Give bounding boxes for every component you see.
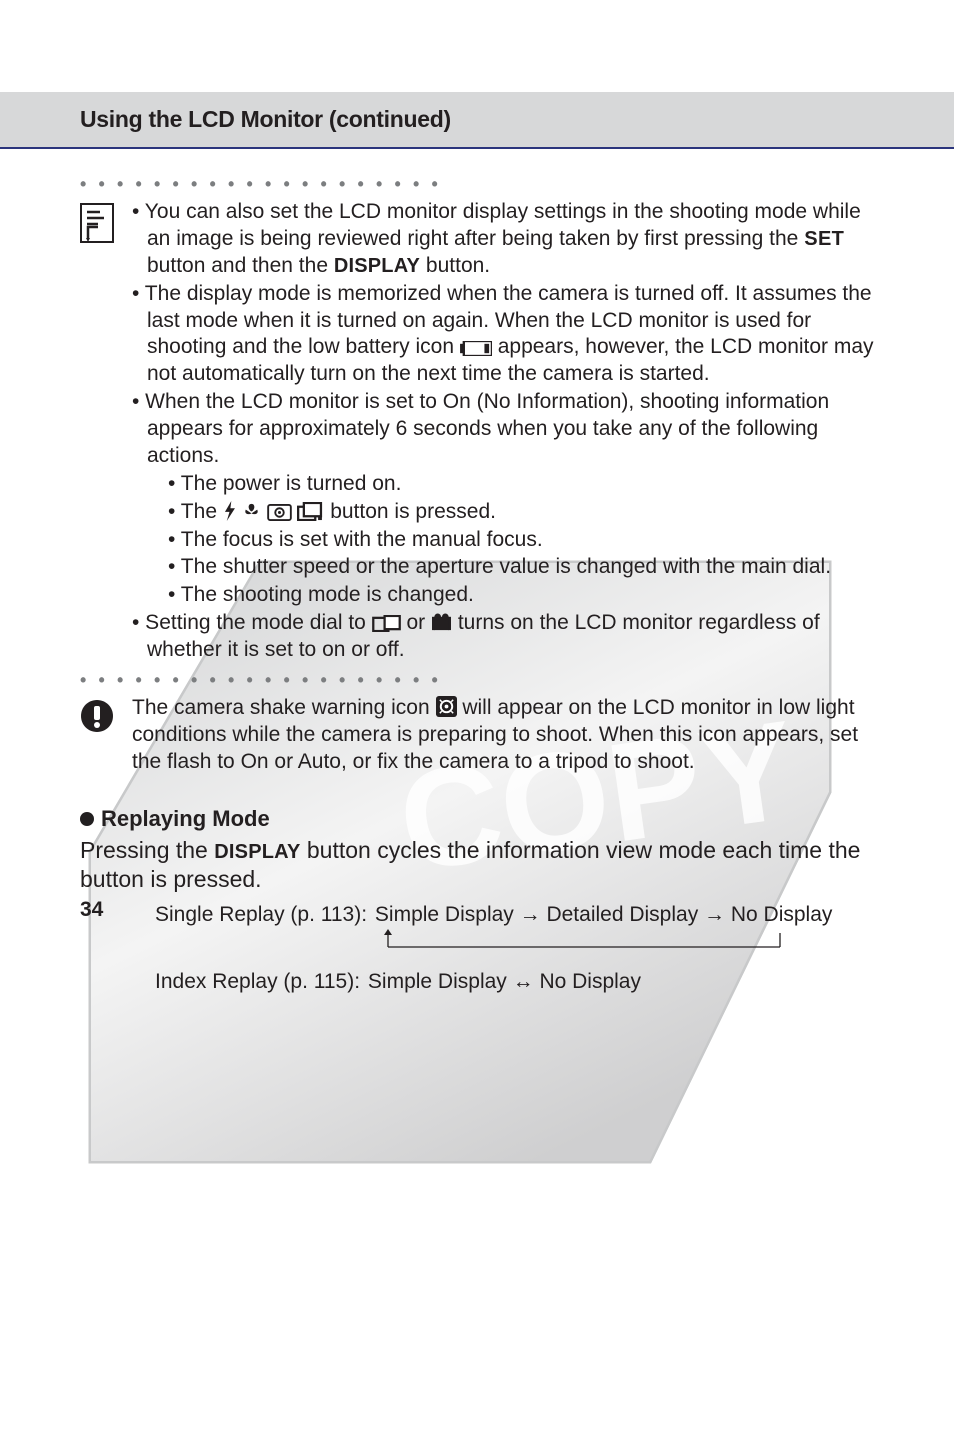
separator-dots: ••••••••••••••••••••: [80, 175, 954, 193]
note-sublist-item: • The focus is set with the manual focus…: [168, 527, 876, 554]
metering-icon: [267, 504, 292, 521]
macro-icon: [242, 502, 261, 521]
loop-arrow-icon: [380, 929, 788, 951]
separator-dots: ••••••••••••••••••••: [80, 671, 954, 689]
note-list-item: • When the LCD monitor is set to On (No …: [132, 389, 876, 470]
index-replay-cycle: Simple Display ↔ No Display: [368, 970, 641, 993]
low-battery-icon: [460, 341, 492, 356]
note-sublist-item: • The power is turned on.: [168, 471, 876, 498]
set-label: SET: [804, 228, 844, 250]
index-replay-line: Index Replay (p. 115): Simple Display ↔ …: [155, 970, 874, 994]
note-list-item: • The display mode is memorized when the…: [132, 281, 876, 389]
note-sublist-item: • The shutter speed or the aperture valu…: [168, 554, 876, 581]
page-number: 34: [80, 898, 103, 922]
movie-mode-icon: [431, 613, 452, 632]
single-replay-line: Single Replay (p. 113): Simple Display →…: [155, 903, 874, 927]
warning-note-block: The camera shake warning icon will appea…: [0, 695, 954, 776]
note-sublist-item: • The shooting mode is changed.: [168, 582, 876, 609]
warning-icon: [80, 699, 114, 733]
camera-shake-icon: [436, 696, 457, 717]
subsection-heading: Replaying Mode: [80, 806, 954, 832]
note-list-item: • Setting the mode dial to or turns on t…: [132, 610, 876, 664]
display-label: DISPLAY: [214, 841, 300, 863]
drive-mode-icon: [297, 502, 324, 521]
subsection-title: Replaying Mode: [101, 806, 270, 832]
section-title: Using the LCD Monitor (continued): [80, 106, 954, 133]
display-label: DISPLAY: [334, 255, 420, 277]
single-replay-cycle: Simple Display → Detailed Display → No D…: [375, 903, 833, 926]
flash-icon: [223, 501, 236, 521]
bullet-icon: [80, 812, 94, 826]
note-sublist-item: • The button is pressed.: [168, 499, 876, 526]
stitch-assist-icon: [372, 615, 401, 632]
note-list-item: • You can also set the LCD monitor displ…: [132, 199, 876, 280]
replay-intro: Pressing the DISPLAY button cycles the i…: [80, 836, 874, 896]
section-header: Using the LCD Monitor (continued): [0, 92, 954, 149]
single-replay-label: Single Replay (p. 113):: [155, 903, 367, 926]
note-icon: [80, 203, 114, 243]
info-note-block: • You can also set the LCD monitor displ…: [0, 199, 954, 665]
index-replay-label: Index Replay (p. 115):: [155, 970, 360, 993]
warning-text: The camera shake warning icon will appea…: [132, 695, 876, 776]
